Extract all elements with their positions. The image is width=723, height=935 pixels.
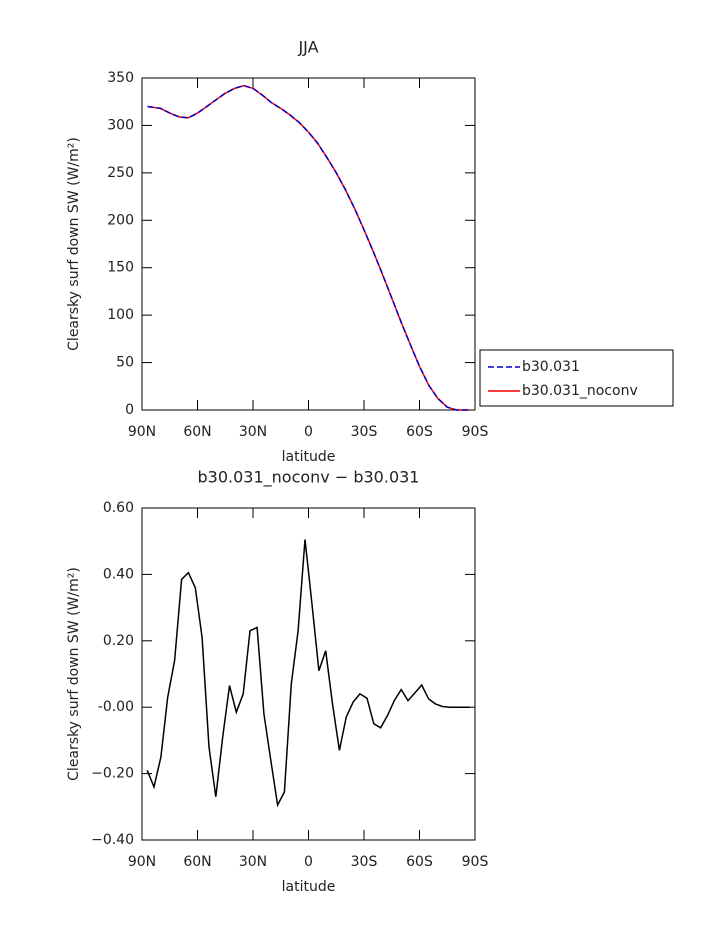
y-tick-label: 0 xyxy=(125,402,134,418)
chart-title: b30.031_noconv − b30.031 xyxy=(198,468,420,488)
chart-title: JJA xyxy=(297,38,318,57)
y-tick-label: -0.00 xyxy=(98,699,134,715)
y-tick-label: 0.40 xyxy=(103,566,134,582)
x-tick-label: 30N xyxy=(239,424,267,440)
plot-frame xyxy=(141,77,476,411)
x-tick-label: 60N xyxy=(183,854,211,870)
x-axis-label: latitude xyxy=(282,879,336,895)
data-line xyxy=(147,84,470,411)
x-tick-label: 60S xyxy=(406,854,433,870)
x-tick-label: 60S xyxy=(406,424,433,440)
y-tick-label: 200 xyxy=(107,212,134,228)
legend-label: b30.031 xyxy=(522,359,580,375)
x-tick-label: 0 xyxy=(304,854,313,870)
y-tick-label: 150 xyxy=(107,260,134,276)
x-tick-label: 60N xyxy=(183,424,211,440)
y-tick-label: 250 xyxy=(107,165,134,181)
x-tick-label: 30S xyxy=(351,854,378,870)
y-tick-label: 350 xyxy=(107,70,134,86)
x-tick-label: 0 xyxy=(304,424,313,440)
y-tick-label: 100 xyxy=(107,307,134,323)
data-line xyxy=(147,84,470,411)
y-axis-label: Clearsky surf down SW (W/m²) xyxy=(66,567,82,781)
y-tick-label: 0.20 xyxy=(103,633,134,649)
x-tick-label: 90N xyxy=(128,424,156,440)
y-tick-label: 0.60 xyxy=(103,500,134,516)
y-tick-label: 50 xyxy=(116,355,134,371)
y-axis-label: Clearsky surf down SW (W/m²) xyxy=(66,137,82,351)
y-tick-label: −0.40 xyxy=(91,832,134,848)
x-tick-label: 90S xyxy=(462,424,489,440)
x-tick-label: 30N xyxy=(239,854,267,870)
legend-box xyxy=(479,349,674,407)
legend-label: b30.031_noconv xyxy=(522,383,638,399)
x-tick-label: 90S xyxy=(462,854,489,870)
x-axis-label: latitude xyxy=(282,449,336,465)
x-tick-label: 90N xyxy=(128,854,156,870)
plot-frame xyxy=(141,507,476,841)
x-tick-label: 30S xyxy=(351,424,378,440)
y-tick-label: 300 xyxy=(107,117,134,133)
y-tick-label: −0.20 xyxy=(91,766,134,782)
data-line xyxy=(146,539,470,808)
